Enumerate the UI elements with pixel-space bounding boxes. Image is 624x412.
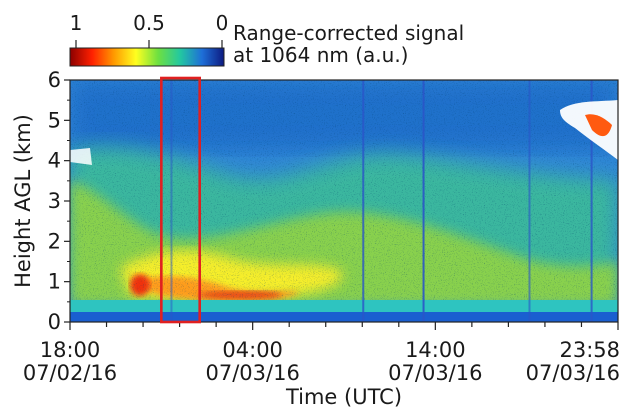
y-tick-label: 6 [48, 68, 61, 92]
colorbar-tick-label: 1 [70, 11, 83, 35]
y-tick-label: 4 [48, 149, 61, 173]
x-tick-label-time: 18:00 [40, 338, 101, 362]
x-tick-label-date: 07/03/16 [388, 361, 482, 385]
surface-layer [70, 300, 618, 312]
y-axis: 0 1 2 3 4 5 6 [48, 68, 70, 334]
y-tick-label: 5 [48, 108, 61, 132]
colorbar-bar [69, 47, 225, 67]
dropout-line [170, 80, 173, 322]
x-tick-label-date: 07/02/16 [23, 361, 117, 385]
y-tick-label: 1 [48, 270, 61, 294]
colorbar-ticks: 1 0.5 0 [70, 11, 229, 48]
x-tick-label-date: 07/03/16 [206, 361, 300, 385]
dropout-line [422, 80, 425, 322]
y-axis-label: Height AGL (km) [11, 114, 35, 288]
colorbar-label-line1: Range-corrected signal [233, 21, 464, 45]
upper-cloud-top-right [560, 100, 618, 160]
x-tick-label-time: 23:58 [559, 338, 620, 362]
plot-area [70, 80, 618, 322]
dropout-line [362, 80, 365, 322]
colorbar-tick-label: 0.5 [133, 11, 165, 35]
colorbar-label-line2: at 1064 nm (a.u.) [233, 43, 408, 67]
x-tick-label-time: 04:00 [222, 338, 283, 362]
noise-speckle [70, 80, 618, 320]
x-tick-label-date: 07/03/16 [526, 361, 620, 385]
y-tick-label: 2 [48, 229, 61, 253]
upper-cloud-core-right [585, 114, 612, 137]
colorbar: 1 0.5 0 Range-corrected signal at 1064 nm … [69, 11, 464, 67]
colorbar-tick-label: 0 [216, 11, 229, 35]
dropout-line [528, 80, 531, 322]
y-tick-label: 0 [48, 310, 61, 334]
x-tick-label-time: 14:00 [405, 338, 466, 362]
x-axis-label: Time (UTC) [285, 385, 402, 409]
ground-strip [70, 312, 618, 322]
x-axis: 18:0007/02/1604:0007/03/1614:0007/03/162… [23, 322, 620, 385]
dropout-line [590, 80, 593, 322]
y-tick-label: 3 [48, 189, 61, 213]
dropout-lines [170, 80, 593, 322]
upper-cloud-left [70, 148, 92, 165]
highlight-box [160, 76, 201, 324]
